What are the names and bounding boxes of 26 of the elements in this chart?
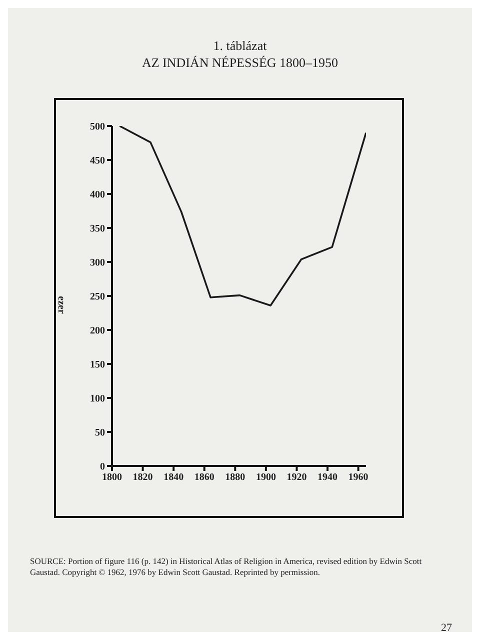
x-tick-label: 1960 [348, 472, 368, 484]
y-tick-label: 100 [90, 394, 105, 405]
chart-subtitle: 1. táblázat [212, 37, 268, 54]
y-tick-label: 200 [90, 326, 105, 337]
x-tick-label: 1800 [102, 472, 122, 484]
y-tick-label: 0 [100, 462, 105, 473]
line-series [118, 126, 366, 306]
x-tick-label: 1820 [132, 472, 153, 484]
y-tick-label: 450 [90, 156, 105, 167]
y-tick-label: 500 [90, 122, 105, 133]
y-tick-label: 50 [95, 428, 105, 439]
y-tick-label: 250 [90, 292, 105, 303]
x-tick-label: 1860 [194, 472, 214, 484]
y-tick-label: 300 [90, 258, 105, 269]
y-tick-label: 350 [90, 224, 105, 235]
x-tick-label: 1840 [164, 472, 184, 484]
text: 27 [441, 622, 452, 634]
y-tick-label: 400 [90, 190, 105, 201]
x-tick-label: 1900 [256, 472, 276, 484]
x-tick-label: 1920 [286, 472, 307, 484]
x-tick-label: 1940 [318, 472, 338, 484]
y-axis-title: ezer [55, 296, 66, 314]
source-note: SOURCE: Portion of figure 116 (p. 142) in Historical Atlas of Religion in America, revised edition by Edwin Scott Gaustad. Copyright © 1962, 1976 by Edwin Scott Gaustad. Reprinted by permission. [30, 556, 423, 578]
y-tick-label: 150 [90, 360, 105, 371]
chart-title: AZ INDIÁN NÉPESSÉG 1800–1950 [140, 55, 340, 71]
x-tick-label: 1880 [225, 472, 246, 484]
